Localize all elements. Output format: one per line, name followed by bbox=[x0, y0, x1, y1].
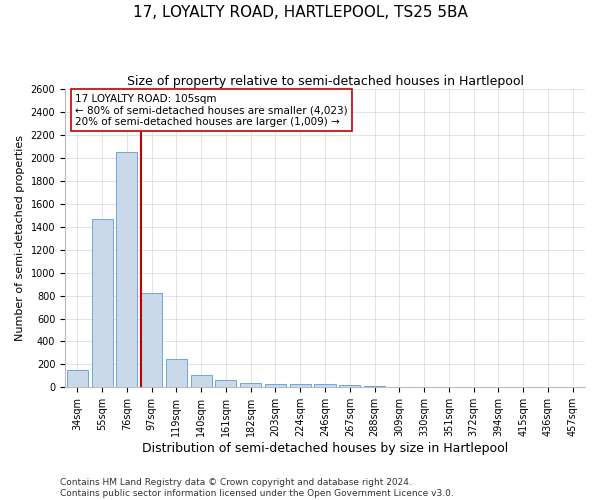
Bar bbox=[290, 384, 311, 388]
Text: Contains HM Land Registry data © Crown copyright and database right 2024.
Contai: Contains HM Land Registry data © Crown c… bbox=[60, 478, 454, 498]
Bar bbox=[364, 386, 385, 388]
Text: 17 LOYALTY ROAD: 105sqm
← 80% of semi-detached houses are smaller (4,023)
20% of: 17 LOYALTY ROAD: 105sqm ← 80% of semi-de… bbox=[76, 94, 348, 127]
Bar bbox=[116, 152, 137, 388]
Bar bbox=[141, 294, 162, 388]
Title: Size of property relative to semi-detached houses in Hartlepool: Size of property relative to semi-detach… bbox=[127, 75, 524, 88]
Bar bbox=[92, 219, 113, 388]
X-axis label: Distribution of semi-detached houses by size in Hartlepool: Distribution of semi-detached houses by … bbox=[142, 442, 508, 455]
Bar bbox=[215, 380, 236, 388]
Bar bbox=[314, 384, 335, 388]
Bar bbox=[240, 383, 261, 388]
Y-axis label: Number of semi-detached properties: Number of semi-detached properties bbox=[15, 136, 25, 342]
Bar bbox=[191, 374, 212, 388]
Bar bbox=[339, 386, 360, 388]
Bar bbox=[67, 370, 88, 388]
Text: 17, LOYALTY ROAD, HARTLEPOOL, TS25 5BA: 17, LOYALTY ROAD, HARTLEPOOL, TS25 5BA bbox=[133, 5, 467, 20]
Bar bbox=[265, 384, 286, 388]
Bar bbox=[166, 359, 187, 388]
